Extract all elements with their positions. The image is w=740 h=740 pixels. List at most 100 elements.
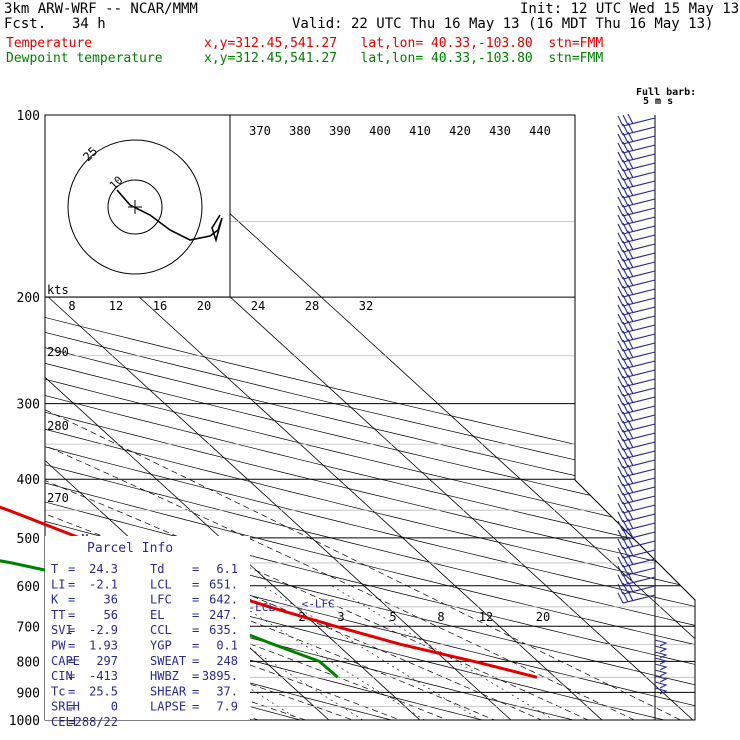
wind-barb bbox=[617, 464, 656, 478]
wind-barb bbox=[617, 491, 656, 505]
wind-barb bbox=[617, 140, 656, 154]
wind-barb bbox=[654, 663, 668, 671]
wind-barb bbox=[617, 311, 656, 325]
wind-barb bbox=[617, 446, 656, 460]
parcel-info-cell: -2.1 bbox=[89, 577, 118, 591]
wind-barb bbox=[617, 590, 656, 604]
wind-barb bbox=[617, 482, 656, 496]
theta-label: 410 bbox=[409, 124, 431, 138]
parcel-info-cell: = bbox=[192, 639, 199, 653]
wind-barb bbox=[617, 527, 656, 541]
wind-barb bbox=[617, 221, 656, 235]
parcel-info-title: Parcel Info bbox=[87, 541, 173, 556]
parcel-info-cell: 248 bbox=[216, 654, 238, 668]
moist-adiabat bbox=[45, 269, 617, 720]
dry-adiabat bbox=[45, 115, 442, 720]
wind-barb bbox=[617, 518, 656, 532]
isotherm-line bbox=[45, 115, 448, 720]
dry-adiabat bbox=[45, 115, 695, 720]
mixing-ratio-line bbox=[331, 585, 576, 720]
hodograph-frame bbox=[44, 114, 231, 298]
parcel-info-cell: = bbox=[192, 700, 199, 714]
wind-barb bbox=[617, 176, 656, 190]
wind-barb bbox=[654, 639, 668, 647]
wind-barb bbox=[617, 554, 656, 568]
parcel-info-cell: 247. bbox=[209, 608, 238, 622]
theta-label: 420 bbox=[449, 124, 471, 138]
wind-barb bbox=[654, 687, 668, 695]
parcel-info-cell: HWBZ bbox=[150, 669, 179, 683]
wind-barb bbox=[617, 563, 656, 577]
wind-barb bbox=[617, 320, 656, 334]
parcel-info-cell: = bbox=[68, 577, 75, 591]
parcel-info-cell: -2.9 bbox=[89, 623, 118, 637]
wind-barb bbox=[617, 248, 656, 262]
parcel-info-cell: CCL bbox=[150, 623, 172, 637]
dry-adiabat bbox=[45, 115, 695, 720]
dry-adiabat bbox=[45, 115, 695, 720]
wind-barb bbox=[617, 509, 656, 523]
mixing-ratio-label: 20 bbox=[536, 610, 550, 624]
hodograph-trace bbox=[116, 189, 223, 243]
wind-barb bbox=[654, 645, 668, 653]
parcel-info-cell: 0 bbox=[111, 700, 118, 714]
dry-adiabat bbox=[45, 115, 626, 720]
parcel-info-cell: EL bbox=[150, 608, 164, 622]
legend-dewpoint-info: x,y=312.45,541.27 lat,lon= 40.33,-103.80… bbox=[204, 51, 604, 66]
parcel-info-cell: = bbox=[68, 700, 75, 714]
pressure-tick-label: 1000 bbox=[9, 714, 40, 729]
parcel-info-cell: = bbox=[192, 623, 199, 637]
wind-barb bbox=[617, 365, 656, 379]
pressure-tick-label: 700 bbox=[17, 620, 40, 635]
parcel-info-cell: = bbox=[192, 684, 199, 698]
mixing-ratio-line bbox=[91, 585, 320, 720]
pressure-tick-label: 900 bbox=[17, 686, 40, 701]
pressure-tick-label: 100 bbox=[17, 109, 40, 124]
hodograph-ring bbox=[67, 139, 203, 275]
parcel-info-cell: SWEAT bbox=[150, 654, 186, 668]
forecast-hour: 34 h bbox=[72, 16, 106, 32]
moist-adiabat bbox=[45, 269, 435, 720]
pressure-tick-label: 200 bbox=[17, 291, 40, 306]
hodograph-ring bbox=[107, 179, 163, 235]
parcel-info-cell: LCL bbox=[150, 577, 172, 591]
parcel-info-cell: 1.93 bbox=[89, 639, 118, 653]
theta-label: 270 bbox=[47, 491, 69, 505]
temperature-line bbox=[0, 505, 538, 679]
mixing-ratio-upper-label: 20 bbox=[197, 299, 211, 313]
parcel-info-cell: = bbox=[192, 593, 199, 607]
wind-barb bbox=[617, 212, 656, 226]
parcel-info-cell: 0.1 bbox=[216, 639, 238, 653]
wind-barb bbox=[617, 239, 656, 253]
dry-adiabat bbox=[45, 115, 695, 720]
lcl-marker: <-LCL bbox=[242, 601, 275, 614]
wind-barb bbox=[617, 275, 656, 289]
dry-adiabat bbox=[45, 115, 695, 720]
mixing-ratio-label: 3 bbox=[337, 610, 344, 624]
parcel-info-cell: = bbox=[68, 669, 75, 683]
wind-barb bbox=[654, 681, 668, 689]
parcel-info-cell: PW bbox=[51, 639, 66, 653]
dry-adiabat bbox=[45, 115, 695, 720]
wind-barb bbox=[617, 149, 656, 163]
wind-barb bbox=[654, 651, 668, 659]
lfc-marker: <-LFC bbox=[302, 598, 335, 611]
forecast-label: Fcst. bbox=[4, 16, 47, 32]
mixing-ratio-upper-label: 8 bbox=[68, 299, 75, 313]
parcel-info-cell: 25.5 bbox=[89, 684, 118, 698]
mixing-ratio-upper-label: 24 bbox=[251, 299, 265, 313]
parcel-info-cell: = bbox=[192, 608, 199, 622]
parcel-info-cell: = bbox=[68, 593, 75, 607]
wind-barb bbox=[617, 473, 656, 487]
wind-barb bbox=[617, 347, 656, 361]
dry-adiabat bbox=[45, 115, 695, 720]
wind-barb bbox=[617, 374, 656, 388]
parcel-info-cell: 651. bbox=[209, 577, 238, 591]
theta-label: 290 bbox=[47, 345, 69, 359]
parcel-info-cell: 3895. bbox=[202, 669, 238, 683]
legend-dewpoint: Dewpoint temperature bbox=[6, 51, 163, 66]
theta-label: 370 bbox=[249, 124, 271, 138]
moist-adiabat bbox=[45, 269, 662, 720]
wind-barb bbox=[617, 167, 656, 181]
